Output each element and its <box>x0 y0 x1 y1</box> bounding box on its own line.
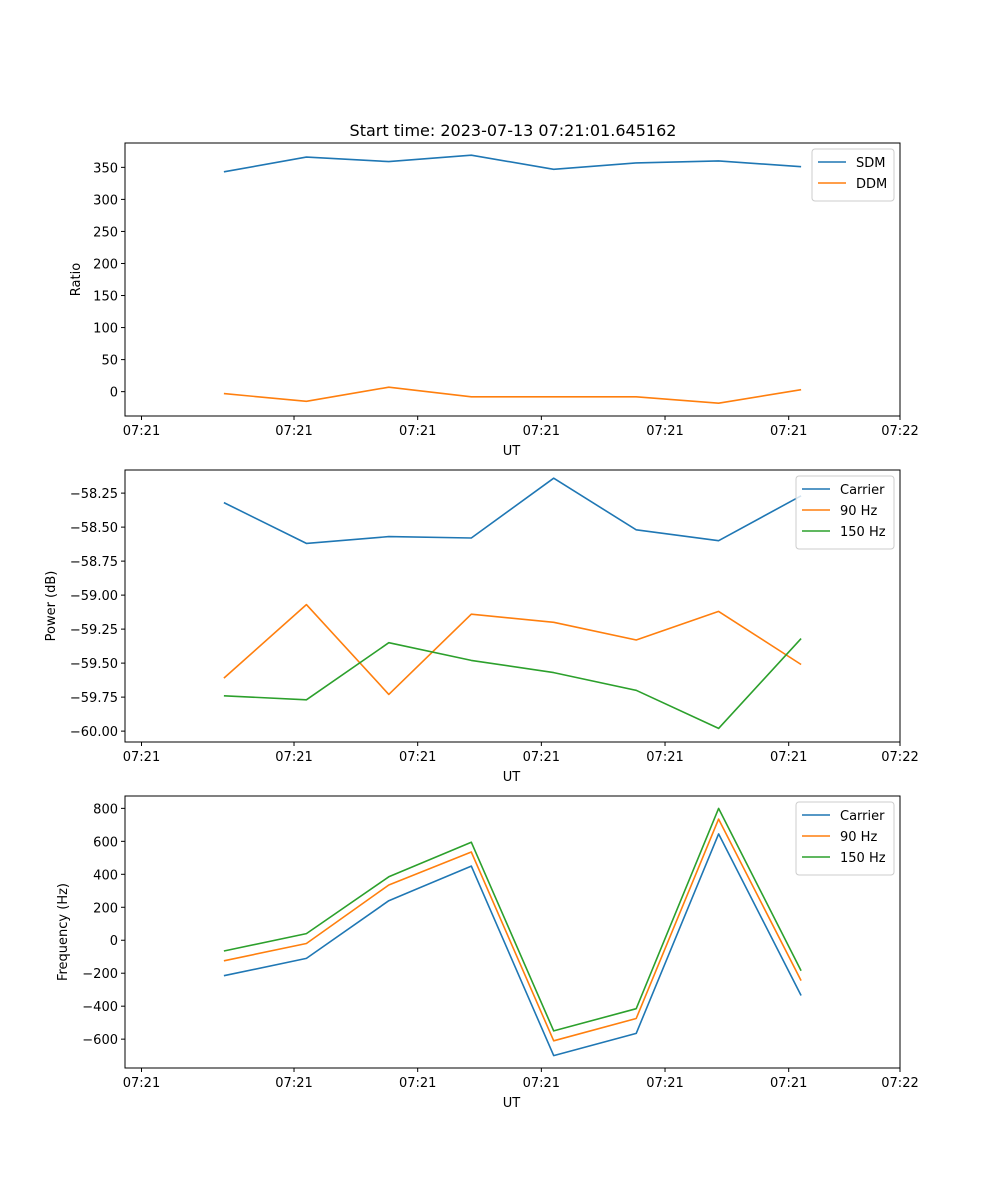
y-tick-label: 200 <box>93 257 118 272</box>
y-tick-label: −60.00 <box>70 725 118 740</box>
x-tick-label: 07:21 <box>123 1076 160 1091</box>
y-tick-label: −58.25 <box>70 487 118 502</box>
legend-label: DDM <box>856 177 887 192</box>
x-tick-label: 07:21 <box>275 750 312 765</box>
y-tick-label: 100 <box>93 322 118 337</box>
series-line-ddm <box>223 386 802 405</box>
y-tick-label: 50 <box>101 354 118 369</box>
x-tick-label: 07:21 <box>275 424 312 439</box>
y-tick-label: 400 <box>93 868 118 883</box>
x-tick-label: 07:21 <box>399 1076 436 1091</box>
y-tick-label: 150 <box>93 290 118 305</box>
y-tick-label: 200 <box>93 901 118 916</box>
x-tick-label: 07:21 <box>399 750 436 765</box>
legend: SDM DDM <box>811 148 895 202</box>
x-tick-label: 07:21 <box>275 1076 312 1091</box>
axes-frame <box>124 469 901 743</box>
legend: Carrier 90 Hz 150 Hz <box>795 801 895 876</box>
x-tick-label: 07:21 <box>770 750 807 765</box>
x-tick-label: 07:21 <box>523 424 560 439</box>
x-axis-label: UT <box>503 1096 521 1111</box>
x-axis-label: UT <box>503 444 521 459</box>
series-line-sdm <box>223 154 802 173</box>
y-axis-label: Power (dB) <box>44 571 59 642</box>
y-axis-label: Ratio <box>69 263 84 296</box>
y-tick-label: −59.25 <box>70 623 118 638</box>
y-tick-label: 250 <box>93 225 118 240</box>
x-tick-label: 07:21 <box>770 1076 807 1091</box>
legend-label: SDM <box>856 156 885 171</box>
series-line-carrier <box>223 477 802 545</box>
y-axis-label: Frequency (Hz) <box>56 883 71 981</box>
y-tick-label: −200 <box>82 967 118 982</box>
legend-label: 90 Hz <box>840 830 877 845</box>
legend-label: 150 Hz <box>840 525 886 540</box>
axes-frame <box>124 795 901 1069</box>
figure-title: Start time: 2023-07-13 07:21:01.645162 <box>350 121 677 140</box>
x-tick-label: 07:21 <box>123 750 160 765</box>
x-tick-label: 07:21 <box>646 1076 683 1091</box>
x-tick-label: 07:22 <box>881 1076 918 1091</box>
x-tick-label: 07:21 <box>123 424 160 439</box>
x-tick-label: 07:21 <box>770 424 807 439</box>
axes-frame <box>124 142 901 417</box>
series-line-carrier <box>223 833 802 1057</box>
y-tick-label: 0 <box>110 386 118 401</box>
y-tick-label: 350 <box>93 161 118 176</box>
x-tick-label: 07:21 <box>399 424 436 439</box>
legend-label: Carrier <box>840 483 885 498</box>
series-line-150-hz <box>223 807 802 1032</box>
chart-panel-3: 07:21 07:21 07:21 07:21 07:21 07:21 07:22 −600 −… <box>56 795 919 1111</box>
y-tick-label: 300 <box>93 193 118 208</box>
y-tick-label: 800 <box>93 802 118 817</box>
y-tick-label: −58.50 <box>70 521 118 536</box>
y-tick-label: −59.75 <box>70 691 118 706</box>
x-axis-label: UT <box>503 770 521 785</box>
x-tick-label: 07:21 <box>523 750 560 765</box>
y-tick-label: 0 <box>110 934 118 949</box>
legend-label: 90 Hz <box>840 504 877 519</box>
y-tick-label: −400 <box>82 1000 118 1015</box>
y-tick-label: −59.50 <box>70 657 118 672</box>
chart-panel-2: 07:21 07:21 07:21 07:21 07:21 07:21 07:22 −60.0… <box>44 469 919 785</box>
legend: Carrier 90 Hz 150 Hz <box>795 475 895 550</box>
series-line-90-hz <box>223 603 802 696</box>
y-tick-label: −58.75 <box>70 555 118 570</box>
chart-panel-1: 07:21 07:21 07:21 07:21 07:21 07:21 07:22 0 50 10… <box>69 142 919 459</box>
x-tick-label: 07:22 <box>881 424 918 439</box>
x-tick-label: 07:22 <box>881 750 918 765</box>
x-tick-label: 07:21 <box>646 750 683 765</box>
legend-label: 150 Hz <box>840 851 886 866</box>
x-tick-label: 07:21 <box>523 1076 560 1091</box>
x-tick-label: 07:21 <box>646 424 683 439</box>
legend-label: Carrier <box>840 809 885 824</box>
series-line-90-hz <box>223 818 802 1042</box>
series-line-150-hz <box>223 638 802 730</box>
y-tick-label: −600 <box>82 1033 118 1048</box>
y-tick-label: −59.00 <box>70 589 118 604</box>
y-tick-label: 600 <box>93 835 118 850</box>
